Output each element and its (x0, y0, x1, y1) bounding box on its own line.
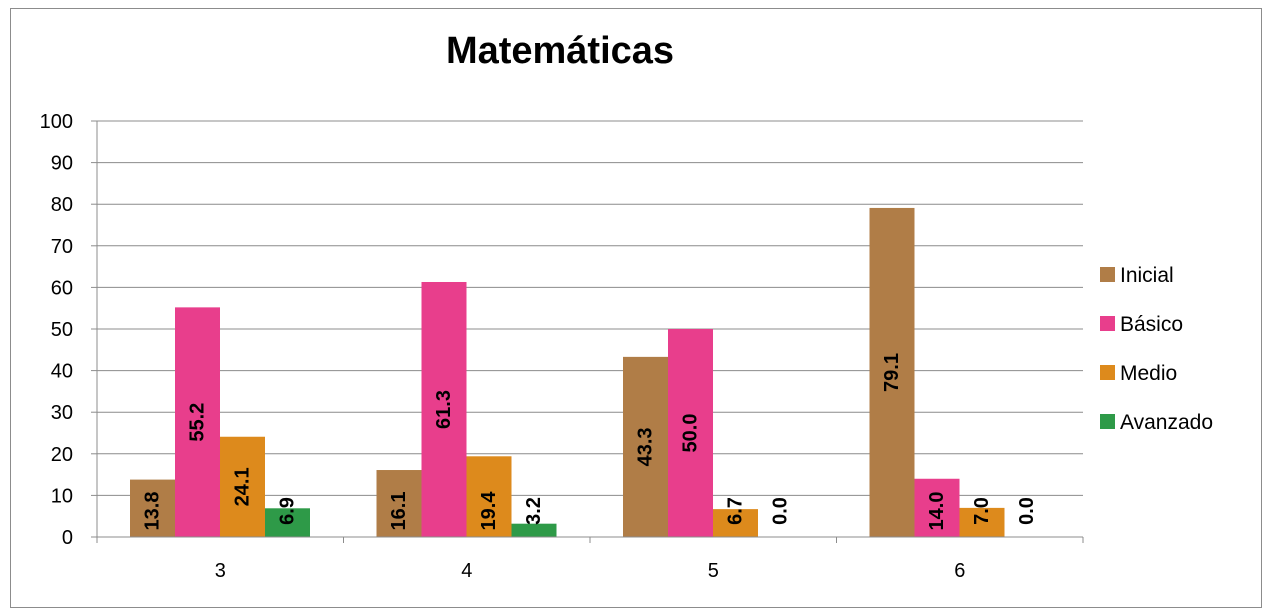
bar-inicial (376, 470, 422, 537)
data-label: 55.2 (187, 403, 209, 442)
legend-label-inicial: Inicial (1120, 264, 1174, 287)
data-label: 16.1 (388, 492, 410, 531)
y-tick-label: 80 (51, 194, 73, 216)
x-tick-label: 5 (708, 560, 719, 582)
legend-swatch-avanzado (1100, 414, 1115, 429)
bar-avanzado (265, 508, 310, 537)
y-tick-label: 90 (51, 153, 73, 175)
bar-básico (175, 307, 220, 537)
data-label: 19.4 (478, 491, 500, 531)
legend-swatch-inicial (1100, 267, 1115, 282)
bar-inicial (623, 356, 668, 537)
y-tick-label: 10 (51, 485, 73, 507)
y-tick-label: 30 (51, 402, 73, 424)
bar-básico (668, 329, 713, 537)
bar-básico (914, 478, 960, 537)
data-label: 13.8 (142, 492, 164, 531)
y-tick-label: 50 (51, 319, 73, 341)
y-tick-label: 40 (51, 361, 73, 383)
x-tick-label: 4 (461, 560, 472, 582)
data-label: 14.0 (926, 492, 948, 531)
bar-avanzado (511, 523, 557, 537)
x-tick-label: 3 (215, 560, 226, 582)
bar-medio (713, 509, 758, 537)
legend-label-medio: Medio (1120, 362, 1177, 385)
bar-inicial (869, 207, 915, 537)
y-tick-label: 70 (51, 236, 73, 258)
data-label: 0.0 (770, 497, 792, 525)
legend-label-avanzado: Avanzado (1120, 411, 1213, 434)
legend-swatch-medio (1100, 365, 1115, 380)
data-label: 3.2 (523, 497, 545, 525)
bar-medio (959, 507, 1005, 537)
bar-inicial (130, 479, 175, 537)
y-tick-label: 20 (51, 444, 73, 466)
y-tick-label: 0 (62, 527, 73, 549)
data-label: 6.9 (277, 497, 299, 525)
data-label: 50.0 (680, 414, 702, 453)
data-label: 61.3 (433, 390, 455, 429)
data-label: 24.1 (232, 467, 254, 506)
data-label: 6.7 (725, 497, 747, 525)
legend-swatch-básico (1100, 316, 1115, 331)
x-tick-label: 6 (954, 560, 965, 582)
bar-medio (466, 456, 512, 537)
data-label: 79.1 (881, 353, 903, 392)
chart-title: Matemáticas (445, 30, 675, 72)
y-tick-label: 60 (51, 277, 73, 299)
y-tick-label: 100 (40, 111, 73, 133)
data-label: 0.0 (1016, 497, 1038, 525)
bar-medio (220, 436, 265, 537)
data-label: 43.3 (635, 427, 657, 466)
data-label: 7.0 (971, 497, 993, 525)
legend-label-básico: Básico (1120, 313, 1183, 336)
bar-básico (421, 281, 467, 537)
